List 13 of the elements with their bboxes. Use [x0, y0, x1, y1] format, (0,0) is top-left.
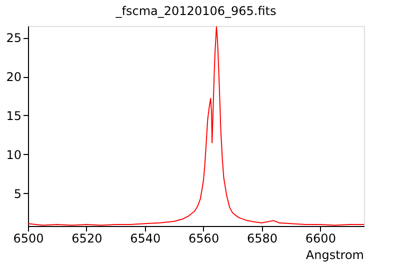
- x-tick-label: 6500: [13, 232, 44, 246]
- y-tick-label: 25: [6, 31, 22, 46]
- y-tick-label: 15: [6, 108, 22, 123]
- y-tick-label: 5: [14, 186, 22, 201]
- y-tick-label: 20: [6, 70, 22, 84]
- y-tick-label: 10: [6, 148, 22, 162]
- chart-title: _fscma_20120106_965.fits: [114, 4, 276, 18]
- x-tick-label: 6520: [72, 232, 102, 246]
- x-tick-label: 6580: [246, 232, 278, 246]
- x-tick-label: 6560: [188, 232, 220, 246]
- x-tick-label: 6600: [305, 232, 336, 246]
- x-tick-label: 6540: [130, 232, 161, 246]
- x-axis-title: Angstrom: [306, 248, 364, 262]
